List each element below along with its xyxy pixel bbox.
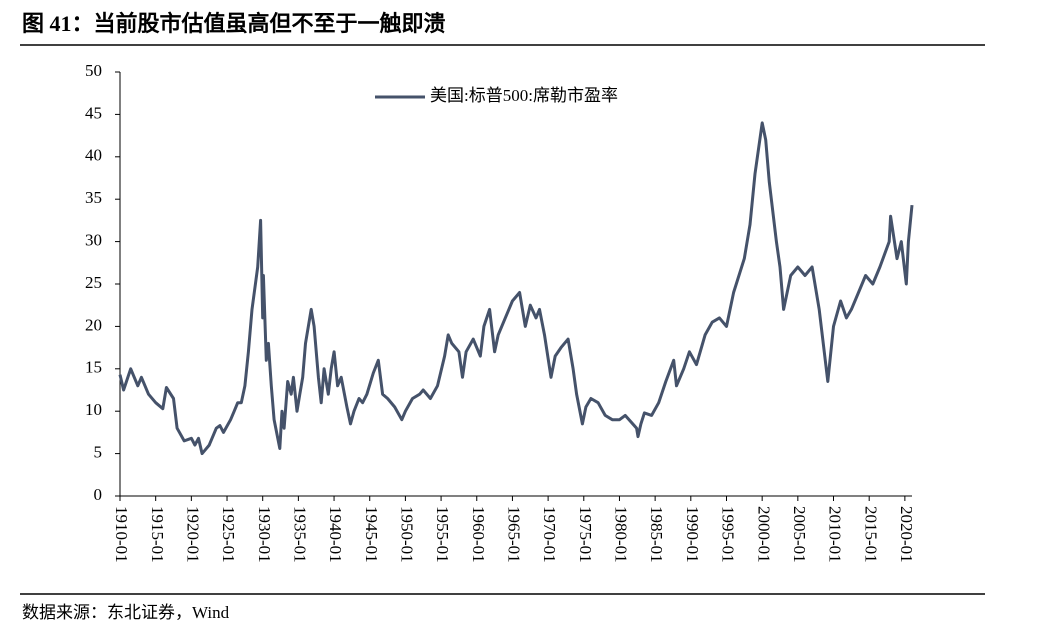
- y-tick-label: 5: [94, 443, 103, 462]
- x-tick-label: 1995-01: [719, 506, 738, 563]
- legend-label: 美国:标普500:席勒市盈率: [430, 86, 618, 105]
- y-tick-label: 0: [94, 485, 103, 504]
- source-note: 数据来源：东北证券，Wind: [22, 603, 230, 622]
- y-tick-label: 50: [85, 61, 102, 80]
- data-line: [118, 121, 914, 456]
- x-tick-label: 1980-01: [612, 506, 631, 563]
- x-tick-label: 1920-01: [183, 506, 202, 563]
- y-tick-label: 40: [85, 146, 102, 165]
- x-tick-label: 1960-01: [469, 506, 488, 563]
- y-tick-label: 10: [85, 400, 102, 419]
- x-tick-label: 1915-01: [148, 506, 167, 563]
- y-tick-label: 35: [85, 188, 102, 207]
- x-tick-label: 2010-01: [826, 506, 845, 563]
- x-tick-label: 2015-01: [861, 506, 880, 563]
- x-tick-label: 1965-01: [505, 506, 524, 563]
- x-tick-label: 2020-01: [897, 506, 916, 563]
- y-tick-label: 15: [85, 358, 102, 377]
- x-tick-label: 2000-01: [754, 506, 773, 563]
- x-tick-label: 1975-01: [576, 506, 595, 563]
- x-tick-label: 1990-01: [683, 506, 702, 563]
- x-tick-label: 1970-01: [540, 506, 559, 563]
- x-tick-label: 1945-01: [362, 506, 381, 563]
- x-tick-label: 1950-01: [397, 506, 416, 563]
- x-tick-label: 1910-01: [112, 506, 131, 563]
- x-tick-label: 1940-01: [326, 506, 345, 563]
- x-tick-label: 1925-01: [219, 506, 238, 563]
- x-tick-label: 1930-01: [255, 506, 274, 563]
- x-tick-label: 2005-01: [790, 506, 809, 563]
- y-tick-label: 20: [85, 315, 102, 334]
- x-tick-label: 1955-01: [433, 506, 452, 563]
- x-tick-label: 1935-01: [290, 506, 309, 563]
- y-tick-label: 25: [85, 273, 102, 292]
- chart-title: 图 41：当前股市估值虽高但不至于一触即溃: [22, 11, 446, 36]
- y-tick-label: 45: [85, 103, 102, 122]
- x-tick-label: 1985-01: [647, 506, 666, 563]
- y-tick-label: 30: [85, 231, 102, 250]
